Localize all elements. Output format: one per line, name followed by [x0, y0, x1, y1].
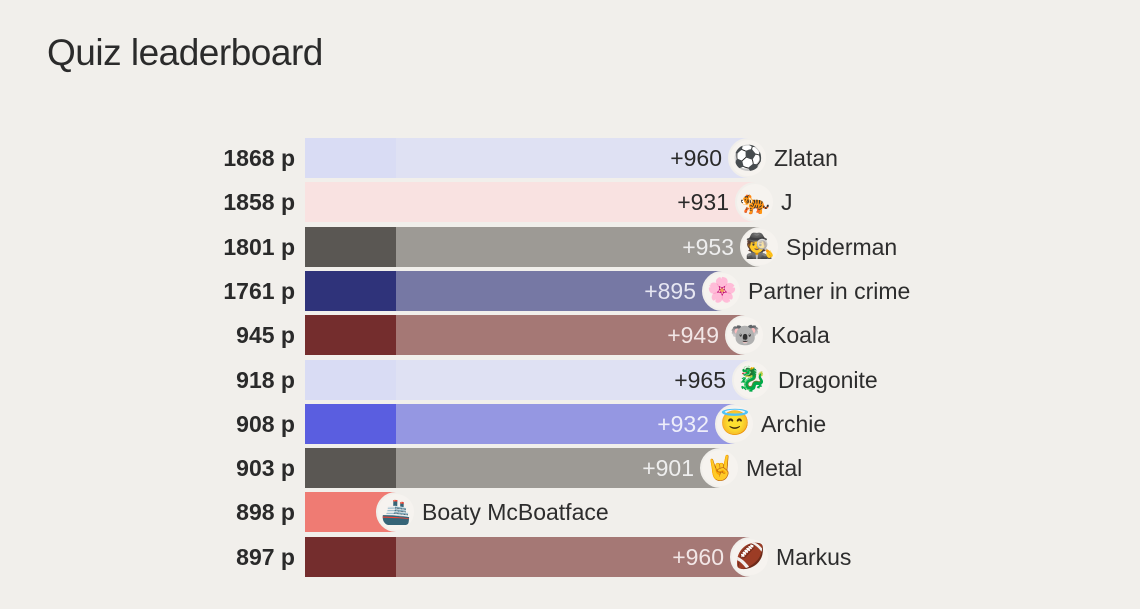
player-name: Koala [771, 322, 830, 349]
total-score: 1868 p [223, 145, 295, 171]
previous-score-bar [305, 226, 396, 267]
football-icon: 🏈 [730, 536, 770, 577]
total-score: 918 p [236, 366, 295, 393]
previous-score-bar [305, 315, 396, 356]
dragon-icon: 🐉 [732, 359, 772, 400]
leaderboard-row: 903 p +901 🤘 Metal [0, 448, 1140, 489]
total-score: 1761 p [223, 277, 295, 304]
player-name: Metal [746, 455, 803, 482]
points-gained: +960 [670, 145, 722, 171]
player-name: Spiderman [786, 233, 898, 260]
points-gained: +953 [682, 233, 734, 260]
leaderboard-row: 908 p +932 😇 Archie [0, 403, 1140, 444]
total-score: 908 p [236, 410, 295, 437]
ship-icon: 🚢 [376, 492, 416, 533]
points-gained: +949 [667, 322, 719, 349]
player-name: Dragonite [778, 366, 878, 393]
tiger-icon: 🐅 [735, 182, 775, 223]
leaderboard-row: 898 p 🚢 Boaty McBoatface [0, 492, 1140, 533]
horns-hand-icon: 🤘 [700, 448, 740, 489]
previous-score-bar [305, 403, 396, 444]
previous-score-bar [305, 359, 396, 400]
previous-score-bar [305, 270, 396, 311]
player-name: Boaty McBoatface [422, 499, 609, 526]
player-name: Markus [776, 543, 852, 570]
leaderboard-row: 1858 p +931 🐅 J [0, 182, 1140, 223]
player-name: Archie [761, 410, 827, 437]
leaderboard-row: 918 p +965 🐉 Dragonite [0, 359, 1140, 400]
koala-icon: 🐨 [725, 315, 765, 356]
spy-icon: 🕵 [740, 226, 780, 267]
total-score: 1858 p [223, 189, 295, 216]
leaderboard-row: 1868 p +960 ⚽ Zlatan [0, 138, 1140, 178]
points-gained: +960 [672, 543, 724, 570]
previous-score-bar [305, 182, 396, 223]
total-score: 897 p [236, 543, 295, 570]
leaderboard-row: 1761 p +895 🌸 Partner in crime [0, 270, 1140, 311]
soccer-ball-icon: ⚽ [728, 138, 768, 178]
total-score: 903 p [236, 455, 295, 482]
points-gained: +931 [677, 189, 729, 216]
angel-icon: 😇 [715, 403, 755, 444]
previous-score-bar [305, 138, 396, 178]
points-gained: +901 [642, 455, 694, 482]
previous-score-bar [305, 448, 396, 489]
leaderboard-row: 945 p +949 🐨 Koala [0, 315, 1140, 356]
player-name: Zlatan [774, 145, 838, 171]
points-gained: +932 [657, 410, 709, 437]
points-gained: +895 [644, 277, 696, 304]
player-name: Partner in crime [748, 277, 911, 304]
page-title: Quiz leaderboard [47, 32, 323, 73]
points-gained: +965 [674, 366, 726, 393]
leaderboard-row: 897 p +960 🏈 Markus [0, 536, 1140, 577]
flower-icon: 🌸 [702, 270, 742, 311]
player-name: J [781, 189, 793, 216]
total-score: 945 p [236, 322, 295, 349]
total-score: 898 p [236, 499, 295, 526]
leaderboard-row: 1801 p +953 🕵 Spiderman [0, 226, 1140, 267]
previous-score-bar [305, 536, 396, 577]
total-score: 1801 p [223, 233, 295, 260]
